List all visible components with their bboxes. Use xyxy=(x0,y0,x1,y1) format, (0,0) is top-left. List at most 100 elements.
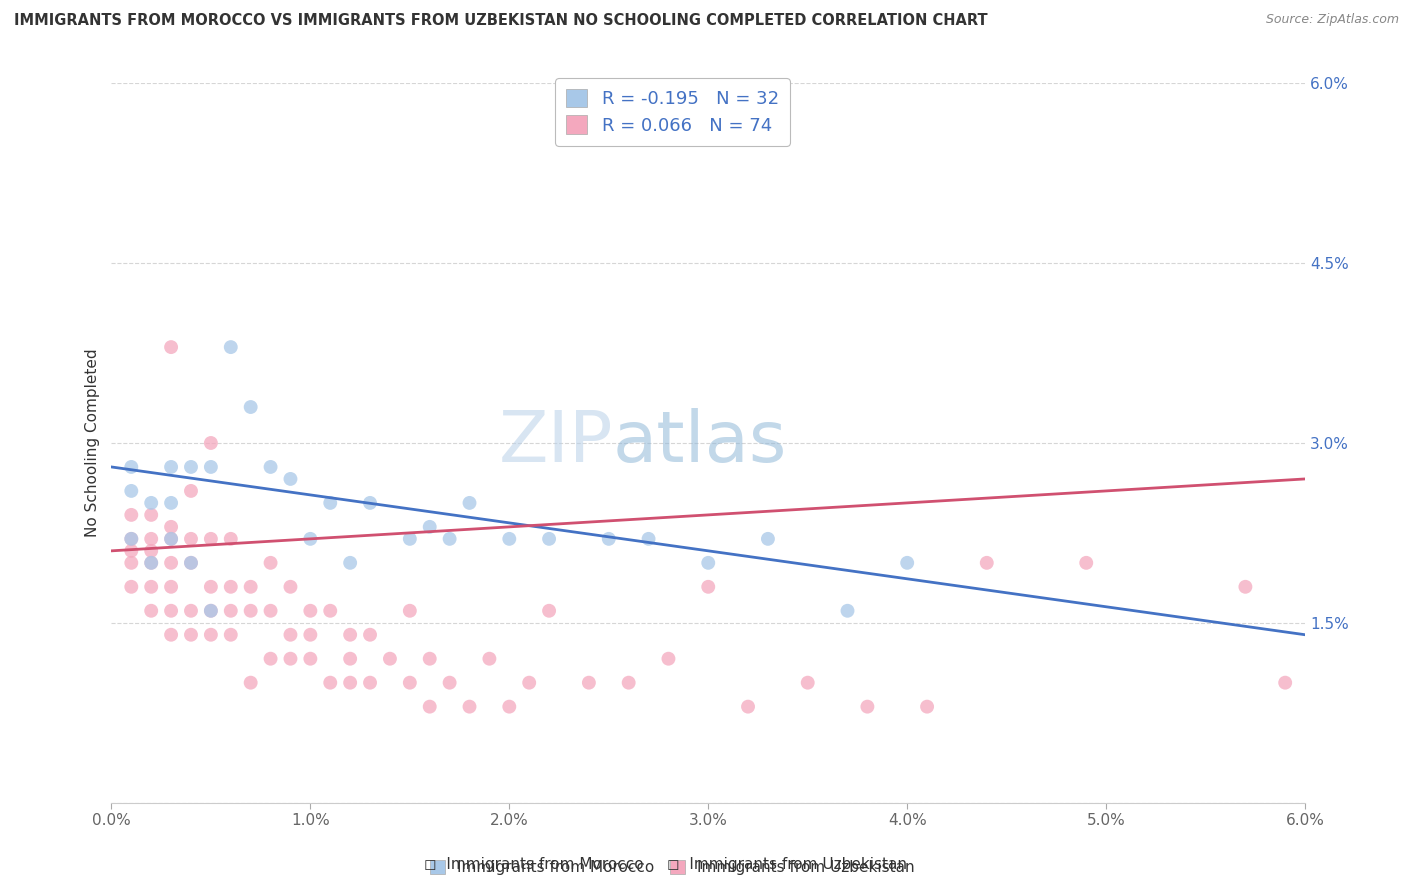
Point xyxy=(339,675,361,690)
Point xyxy=(200,532,222,546)
Point xyxy=(896,556,918,570)
Text: ◻  Immigrants from Uzbekistan: ◻ Immigrants from Uzbekistan xyxy=(668,857,907,872)
Point xyxy=(120,532,142,546)
Text: ◻  Immigrants from Morocco: ◻ Immigrants from Morocco xyxy=(425,857,644,872)
Point xyxy=(200,436,222,450)
Legend: Immigrants from Morocco, Immigrants from Uzbekistan: Immigrants from Morocco, Immigrants from… xyxy=(423,854,921,881)
Point xyxy=(239,400,262,414)
Point xyxy=(160,459,183,474)
Point xyxy=(339,628,361,642)
Point xyxy=(737,699,759,714)
Point xyxy=(160,532,183,546)
Point xyxy=(538,604,561,618)
Y-axis label: No Schooling Completed: No Schooling Completed xyxy=(86,349,100,537)
Point xyxy=(180,556,202,570)
Point xyxy=(120,580,142,594)
Point xyxy=(120,483,142,498)
Point xyxy=(419,699,441,714)
Text: IMMIGRANTS FROM MOROCCO VS IMMIGRANTS FROM UZBEKISTAN NO SCHOOLING COMPLETED COR: IMMIGRANTS FROM MOROCCO VS IMMIGRANTS FR… xyxy=(14,13,987,29)
Point xyxy=(259,604,281,618)
Point xyxy=(219,340,242,354)
Point xyxy=(180,604,202,618)
Point xyxy=(280,472,302,486)
Point xyxy=(1076,556,1098,570)
Point xyxy=(837,604,859,618)
Point xyxy=(617,675,640,690)
Point xyxy=(160,520,183,534)
Point xyxy=(280,580,302,594)
Text: atlas: atlas xyxy=(613,409,787,477)
Point xyxy=(200,459,222,474)
Point xyxy=(339,556,361,570)
Point xyxy=(796,675,818,690)
Point xyxy=(339,651,361,665)
Point xyxy=(141,544,163,558)
Point xyxy=(120,532,142,546)
Point xyxy=(299,628,322,642)
Point xyxy=(200,604,222,618)
Point xyxy=(239,675,262,690)
Point xyxy=(200,628,222,642)
Text: ZIP: ZIP xyxy=(498,409,613,477)
Point xyxy=(478,651,501,665)
Point xyxy=(239,580,262,594)
Point xyxy=(141,532,163,546)
Point xyxy=(359,675,381,690)
Point xyxy=(1274,675,1296,690)
Point xyxy=(200,580,222,594)
Point xyxy=(160,628,183,642)
Point xyxy=(259,651,281,665)
Point xyxy=(697,556,720,570)
Point xyxy=(160,556,183,570)
Point xyxy=(160,580,183,594)
Point xyxy=(200,604,222,618)
Point xyxy=(180,556,202,570)
Point xyxy=(976,556,998,570)
Point xyxy=(498,532,520,546)
Point xyxy=(398,675,420,690)
Point xyxy=(160,340,183,354)
Point xyxy=(141,508,163,522)
Point xyxy=(219,532,242,546)
Point xyxy=(141,556,163,570)
Point xyxy=(120,556,142,570)
Point xyxy=(578,675,600,690)
Point xyxy=(299,651,322,665)
Point xyxy=(359,496,381,510)
Point xyxy=(141,604,163,618)
Point xyxy=(259,459,281,474)
Point xyxy=(398,532,420,546)
Point xyxy=(319,604,342,618)
Point xyxy=(419,520,441,534)
Point xyxy=(319,675,342,690)
Point xyxy=(180,532,202,546)
Point xyxy=(259,556,281,570)
Point xyxy=(517,675,540,690)
Point xyxy=(498,699,520,714)
Point xyxy=(219,580,242,594)
Point xyxy=(439,532,461,546)
Point xyxy=(160,532,183,546)
Point xyxy=(160,604,183,618)
Point xyxy=(299,604,322,618)
Point xyxy=(239,604,262,618)
Point xyxy=(439,675,461,690)
Point xyxy=(1234,580,1257,594)
Point xyxy=(856,699,879,714)
Point xyxy=(180,459,202,474)
Point xyxy=(219,604,242,618)
Point xyxy=(915,699,938,714)
Point xyxy=(280,628,302,642)
Point xyxy=(538,532,561,546)
Point xyxy=(180,628,202,642)
Point xyxy=(398,604,420,618)
Point xyxy=(180,483,202,498)
Point xyxy=(141,580,163,594)
Point xyxy=(697,580,720,594)
Point xyxy=(141,496,163,510)
Point xyxy=(120,459,142,474)
Point xyxy=(280,651,302,665)
Point xyxy=(458,496,481,510)
Point xyxy=(120,508,142,522)
Point xyxy=(359,628,381,642)
